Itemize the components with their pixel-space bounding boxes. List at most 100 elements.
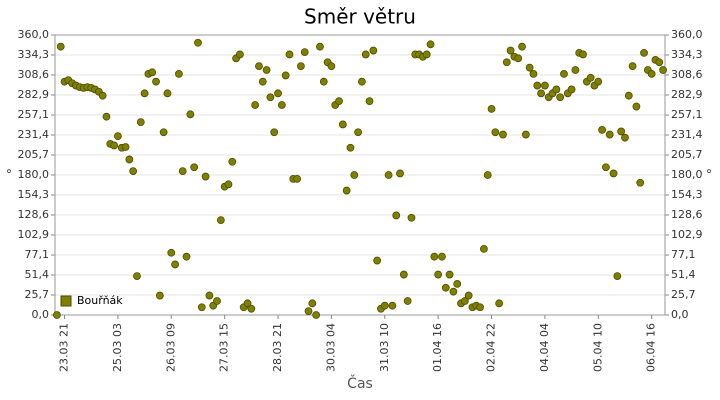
y-tick-label: 0,0 — [32, 308, 50, 321]
point — [396, 169, 404, 178]
x-tick-label: 05.04 10 — [591, 323, 604, 372]
point — [236, 50, 244, 59]
point — [216, 216, 225, 225]
y-tick-label: 282,9 — [18, 88, 50, 101]
point — [297, 62, 305, 71]
point — [525, 63, 534, 72]
point — [354, 128, 362, 137]
point — [258, 77, 267, 86]
x-tick-label: 30.03 04 — [324, 323, 337, 372]
y-tick-label: 334,3 — [18, 48, 50, 61]
y2-axis-label: ° — [706, 168, 712, 182]
y-tick-label: 154,3 — [18, 188, 50, 201]
x-tick-label: 02.04 22 — [485, 323, 498, 372]
point — [647, 69, 656, 78]
point — [624, 91, 633, 100]
point — [403, 297, 412, 305]
point — [434, 270, 443, 279]
point — [281, 71, 290, 80]
y2-tick-label: 102,9 — [671, 228, 703, 241]
point — [628, 62, 637, 71]
point — [125, 155, 134, 164]
chart-title: Směr větru — [304, 5, 416, 29]
y2-tick-label: 257,1 — [671, 108, 703, 121]
y-tick-label: 25,7 — [25, 288, 50, 301]
point — [304, 307, 313, 316]
point — [136, 118, 145, 127]
y-tick-label: 51,4 — [25, 268, 50, 281]
x-tick-label: 31.03 10 — [378, 323, 391, 372]
point — [285, 50, 294, 59]
point — [426, 40, 435, 49]
point — [133, 272, 141, 281]
point — [167, 248, 176, 257]
point — [262, 66, 271, 74]
y2-tick-label: 128,6 — [671, 208, 703, 221]
x-tick-label: 01.04 16 — [431, 323, 444, 372]
x-tick-label: 26.03 09 — [164, 323, 177, 372]
point — [361, 50, 370, 59]
point — [441, 283, 450, 292]
point — [319, 77, 328, 86]
point — [407, 213, 416, 222]
y-tick-label: 257,1 — [18, 108, 50, 121]
point — [499, 130, 507, 139]
x-tick-label: 23.03 21 — [58, 323, 71, 372]
point — [270, 128, 279, 137]
point — [247, 304, 256, 313]
point — [506, 46, 515, 55]
point — [422, 50, 431, 59]
point — [338, 120, 347, 129]
point — [491, 128, 500, 137]
point — [224, 180, 233, 189]
point — [438, 252, 446, 261]
point — [449, 287, 458, 296]
point — [110, 141, 118, 150]
x-tick-label: 28.03 21 — [271, 323, 284, 372]
point — [316, 42, 324, 51]
point — [186, 110, 195, 119]
point — [399, 270, 408, 279]
point — [609, 169, 618, 178]
point — [640, 48, 648, 57]
y2-tick-label: 77,1 — [671, 248, 696, 261]
y2-tick-label: 282,9 — [671, 88, 703, 101]
y2-tick-label: 180,0 — [671, 168, 703, 181]
y2-tick-label: 25,7 — [671, 288, 696, 301]
y-tick-label: 102,9 — [18, 228, 50, 241]
point — [636, 178, 645, 187]
y2-tick-label: 154,3 — [671, 188, 703, 201]
point — [518, 42, 526, 51]
point — [171, 260, 179, 269]
point — [655, 58, 664, 67]
point — [56, 42, 65, 51]
point — [632, 102, 641, 111]
point — [380, 301, 389, 310]
point — [541, 81, 549, 90]
point — [529, 69, 538, 78]
point — [365, 97, 374, 106]
point — [346, 143, 355, 152]
point — [579, 50, 587, 59]
y2-tick-label: 231,4 — [671, 128, 703, 141]
x-tick-label: 25.03 03 — [111, 323, 124, 372]
point — [586, 73, 595, 82]
y2-tick-label: 308,6 — [671, 68, 703, 81]
point — [155, 291, 164, 300]
point — [148, 68, 157, 77]
point — [388, 301, 397, 310]
point — [190, 163, 199, 172]
y-tick-label: 308,6 — [18, 68, 50, 81]
point — [552, 85, 561, 94]
point — [201, 172, 210, 181]
point — [274, 89, 282, 98]
point — [182, 252, 191, 261]
point — [213, 297, 221, 305]
point — [53, 311, 61, 319]
point — [175, 69, 183, 78]
point — [514, 54, 523, 63]
y-tick-label: 205,7 — [18, 148, 50, 161]
point — [327, 62, 336, 71]
